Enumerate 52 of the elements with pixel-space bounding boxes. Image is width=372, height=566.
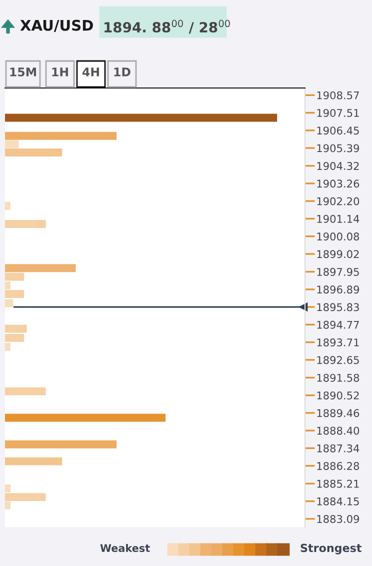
bar bbox=[5, 387, 46, 396]
y-tick-label: 1893.71 bbox=[317, 338, 359, 346]
bar bbox=[5, 484, 10, 492]
y-tick-label: 1899.02 bbox=[317, 250, 359, 258]
y-tick-label: 1901.14 bbox=[317, 214, 360, 223]
y-tick-label: 1908.57 bbox=[317, 91, 359, 100]
y-tick-label: 1883.09 bbox=[317, 515, 360, 524]
y-tick-label: 1900.08 bbox=[317, 232, 360, 240]
text: 4H bbox=[82, 68, 99, 76]
y-tick-label: 1886.28 bbox=[317, 462, 360, 470]
y-tick-label: 1907.51 bbox=[317, 108, 359, 117]
text: Strongest bbox=[300, 544, 362, 554]
y-tick-label: 1906.45 bbox=[317, 126, 359, 135]
bar bbox=[5, 342, 10, 351]
y-tick-label: 1902.20 bbox=[317, 197, 360, 206]
bar bbox=[5, 272, 24, 281]
text: 1H bbox=[52, 68, 68, 76]
bar bbox=[5, 290, 24, 298]
y-tick-label: 1892.65 bbox=[317, 356, 359, 364]
y-tick-label: 1891.58 bbox=[317, 374, 360, 382]
y-tick-label: 1897.95 bbox=[317, 268, 359, 276]
y-tick-label: 1896.89 bbox=[317, 286, 360, 294]
y-tick-label: 1885.21 bbox=[317, 480, 359, 488]
bar bbox=[5, 501, 10, 510]
y-tick-label: 1888.40 bbox=[317, 426, 360, 435]
text: Weakest bbox=[100, 544, 150, 552]
chart-title: XAU/USD bbox=[20, 20, 93, 32]
bar bbox=[5, 282, 10, 290]
y-tick-label: 1903.26 bbox=[317, 180, 360, 188]
y-tick-label: 1894.77 bbox=[317, 320, 359, 329]
bar bbox=[5, 299, 14, 308]
bar bbox=[5, 148, 62, 157]
y-tick-label: 1905.39 bbox=[317, 144, 360, 152]
bar bbox=[5, 202, 10, 210]
y-tick-label: 1887.34 bbox=[317, 444, 360, 452]
bar bbox=[5, 414, 166, 422]
text: 15M bbox=[10, 68, 36, 76]
bar bbox=[5, 493, 46, 502]
bar bbox=[5, 114, 278, 122]
y-tick-label: 1904.32 bbox=[317, 162, 359, 170]
bar bbox=[5, 440, 117, 448]
y-tick-label: 1890.52 bbox=[317, 391, 359, 400]
y-tick-label: 1889.46 bbox=[317, 409, 360, 418]
bar bbox=[5, 457, 62, 466]
chart-subtitle: 1894. 88$^{00}$ / 28$^{00}$ bbox=[104, 20, 230, 34]
y-tick-label: 1884.15 bbox=[317, 497, 359, 506]
bar bbox=[5, 140, 19, 148]
bar bbox=[5, 264, 76, 272]
bar bbox=[5, 132, 117, 140]
text: 1D bbox=[114, 68, 130, 76]
bar bbox=[5, 220, 46, 228]
y-tick-label: 1895.83 bbox=[317, 303, 359, 312]
